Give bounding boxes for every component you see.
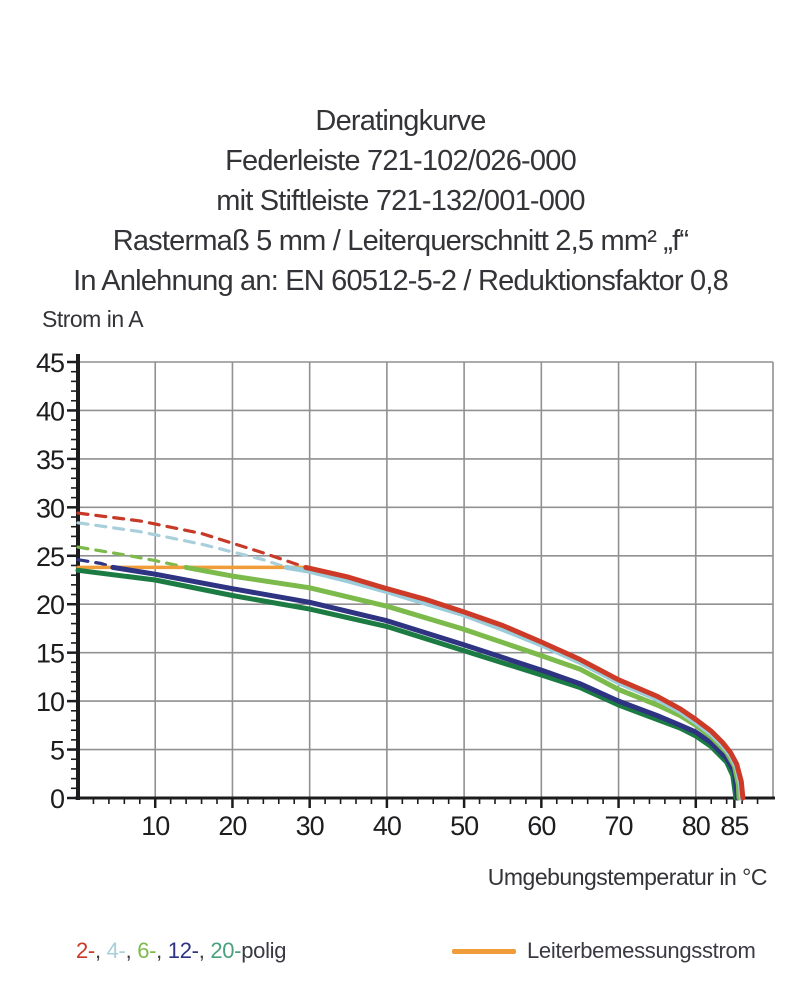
curve-12-polig-dashed <box>76 558 115 569</box>
conductor-current-legend: Leiterbemessungsstrom <box>452 938 756 964</box>
y-tick-label: 40 <box>36 396 64 426</box>
x-tick-label: 80 <box>682 811 710 841</box>
title-line-1: Deratingkurve <box>315 105 486 137</box>
pole-legend-entry: 4- <box>106 938 126 963</box>
x-axis-title: Umgebungstemperatur in °C <box>487 864 768 890</box>
y-tick-label: 20 <box>36 590 64 620</box>
pole-legend-separator: , <box>94 938 107 963</box>
orange-line-swatch <box>452 948 516 954</box>
curve-12-polig <box>110 564 740 801</box>
x-tick-label: 60 <box>527 811 555 841</box>
pole-legend-separator: , <box>156 938 168 963</box>
curve-6-polig-dashed <box>76 545 188 569</box>
pole-legend-entry: 20- <box>210 938 242 963</box>
y-tick-label: 5 <box>50 736 64 766</box>
pole-legend-separator: , <box>125 938 138 963</box>
curve-2-polig-dashed <box>76 511 308 569</box>
y-tick-label: 45 <box>36 348 64 378</box>
curve-20-polig <box>75 567 739 801</box>
y-tick-label: 0 <box>50 784 64 814</box>
pole-legend-entry: 2- <box>76 938 95 963</box>
y-tick-label: 10 <box>36 687 64 717</box>
x-tick-label: 30 <box>296 811 324 841</box>
x-tick-label: 10 <box>141 811 169 841</box>
x-tick-label: 40 <box>373 811 401 841</box>
x-tick-label: 20 <box>218 811 246 841</box>
curve-2-polig <box>303 564 746 801</box>
x-tick-label: 50 <box>450 811 478 841</box>
title-line-5: In Anlehnung an: EN 60512-5-2 / Reduktio… <box>73 265 729 297</box>
y-tick-label: 15 <box>36 639 64 669</box>
y-tick-label: 30 <box>36 493 64 523</box>
y-axis-title: Strom in A <box>42 306 144 332</box>
chart-title-block: Deratingkurve Federleiste 721-102/026-00… <box>0 101 801 301</box>
curve-4-polig-dashed <box>76 521 289 569</box>
pole-legend-entry: 12- <box>167 938 199 963</box>
curve-4-polig <box>284 564 744 801</box>
pole-legend-separator: , <box>198 938 211 963</box>
x-tick-label: 70 <box>605 811 633 841</box>
pole-legend-suffix: polig <box>241 938 287 963</box>
pole-count-legend: 2-, 4-, 6-, 12-, 20-polig <box>76 938 287 964</box>
title-line-2: Federleiste 721-102/026-000 <box>225 145 577 177</box>
title-line-4: Rastermaß 5 mm / Leiterquerschnitt 2,5 m… <box>112 225 689 257</box>
conductor-current-label: Leiterbemessungsstrom <box>527 938 756 963</box>
y-tick-label: 25 <box>36 542 64 572</box>
pole-legend-entry: 6- <box>137 938 157 963</box>
title-line-3: mit Stiftleiste 721-132/001-000 <box>216 185 585 217</box>
x-tick-label: 85 <box>720 811 748 841</box>
y-tick-label: 35 <box>36 445 64 475</box>
